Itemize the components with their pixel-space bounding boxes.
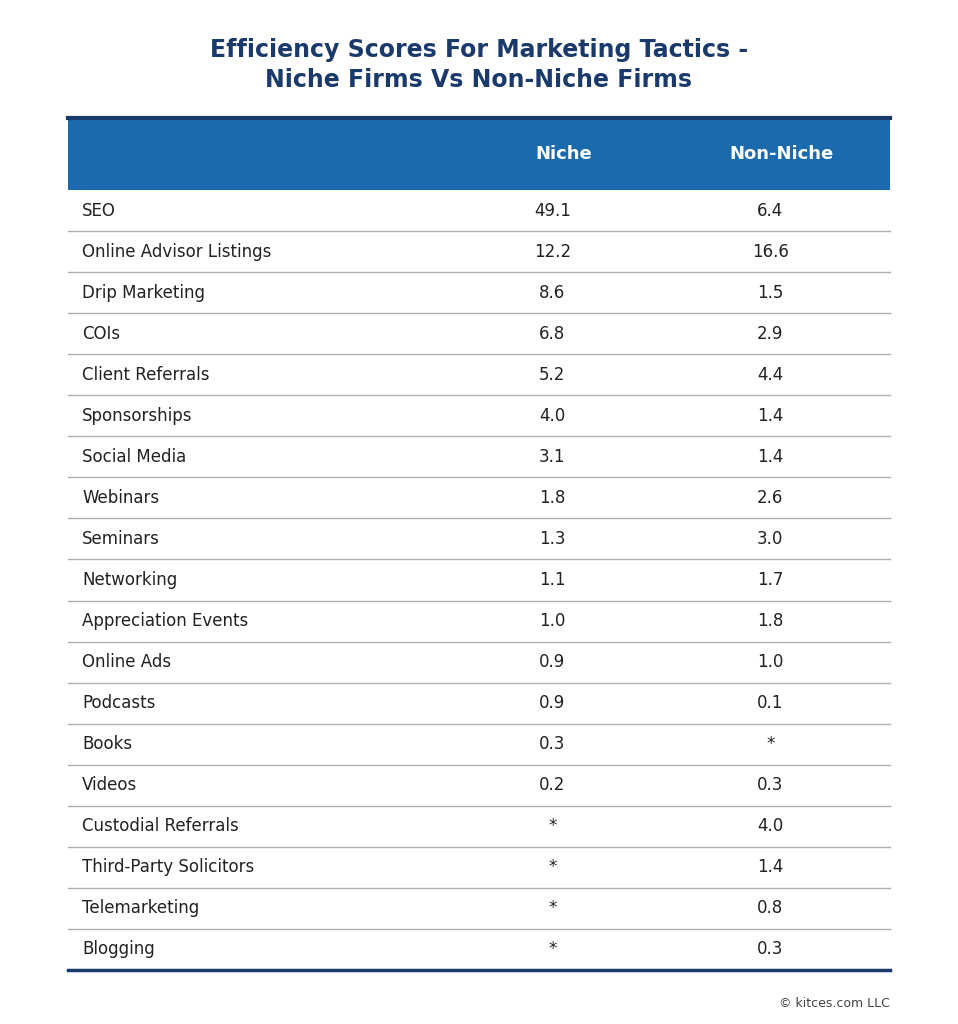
Text: Webinars: Webinars [82,488,159,507]
Text: Niche: Niche [535,145,592,163]
Text: 0.2: 0.2 [539,776,565,795]
Text: Books: Books [82,735,132,754]
Text: 0.3: 0.3 [757,940,784,958]
Text: 0.9: 0.9 [539,653,565,671]
Text: 6.8: 6.8 [539,325,565,343]
Text: Appreciation Events: Appreciation Events [82,612,248,630]
Text: 0.3: 0.3 [539,735,565,754]
Text: SEO: SEO [82,202,116,219]
Text: 1.4: 1.4 [757,407,784,425]
Text: 1.5: 1.5 [757,284,784,302]
Text: 4.0: 4.0 [757,817,784,836]
Text: 6.4: 6.4 [757,202,784,219]
Text: 8.6: 8.6 [539,284,565,302]
Text: 5.2: 5.2 [539,366,565,384]
Text: 0.9: 0.9 [539,694,565,712]
Text: 2.6: 2.6 [757,488,784,507]
Text: 0.1: 0.1 [757,694,784,712]
Text: Niche Firms Vs Non-Niche Firms: Niche Firms Vs Non-Niche Firms [265,68,693,92]
Text: 4.0: 4.0 [539,407,565,425]
Text: Third-Party Solicitors: Third-Party Solicitors [82,858,254,877]
Text: *: * [548,858,557,877]
Text: *: * [548,940,557,958]
Text: 1.8: 1.8 [757,612,784,630]
Text: Drip Marketing: Drip Marketing [82,284,205,302]
Text: 16.6: 16.6 [752,243,788,260]
Text: 2.9: 2.9 [757,325,784,343]
Text: Social Media: Social Media [82,447,186,466]
Text: 0.8: 0.8 [757,899,784,918]
Text: 0.3: 0.3 [757,776,784,795]
Text: *: * [548,817,557,836]
Text: 1.0: 1.0 [757,653,784,671]
Text: 1.3: 1.3 [539,530,565,548]
Text: COIs: COIs [82,325,120,343]
Text: 1.4: 1.4 [757,447,784,466]
Text: Online Advisor Listings: Online Advisor Listings [82,243,271,260]
Text: Videos: Videos [82,776,137,795]
Text: Efficiency Scores For Marketing Tactics -: Efficiency Scores For Marketing Tactics … [210,38,748,62]
Text: 3.0: 3.0 [757,530,784,548]
Text: 12.2: 12.2 [534,243,571,260]
Text: 3.1: 3.1 [539,447,565,466]
Text: Blogging: Blogging [82,940,155,958]
Text: Seminars: Seminars [82,530,160,548]
Text: 4.4: 4.4 [757,366,784,384]
Text: Custodial Referrals: Custodial Referrals [82,817,239,836]
Text: Online Ads: Online Ads [82,653,171,671]
Text: *: * [548,899,557,918]
Text: Non-Niche: Non-Niche [729,145,833,163]
Text: 1.7: 1.7 [757,571,784,589]
Bar [68,118,890,190]
Text: 1.1: 1.1 [539,571,565,589]
Text: Telemarketing: Telemarketing [82,899,199,918]
Text: 1.0: 1.0 [539,612,565,630]
Text: Podcasts: Podcasts [82,694,155,712]
Text: Client Referrals: Client Referrals [82,366,210,384]
Text: 49.1: 49.1 [534,202,571,219]
Text: 1.8: 1.8 [539,488,565,507]
Text: Networking: Networking [82,571,177,589]
Text: *: * [766,735,774,754]
Text: © kitces.com LLC: © kitces.com LLC [779,997,890,1010]
Text: Sponsorships: Sponsorships [82,407,193,425]
Text: 1.4: 1.4 [757,858,784,877]
